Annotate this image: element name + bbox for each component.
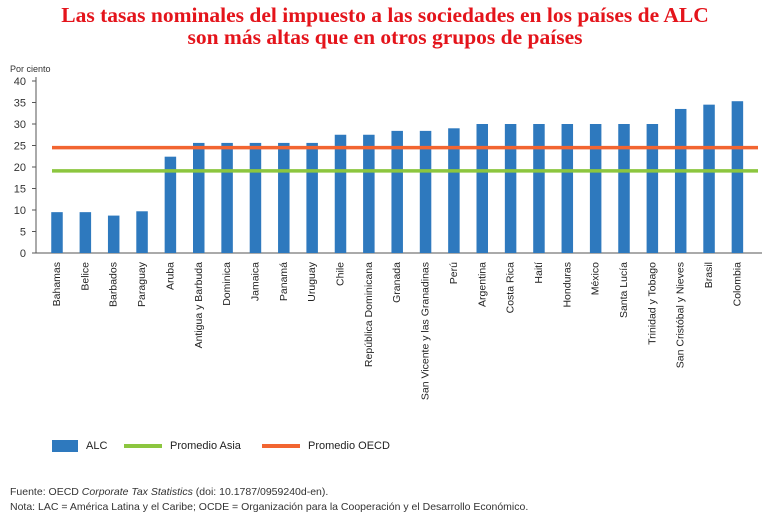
- bar-5: [193, 142, 205, 253]
- x-tick-label: Uruguay: [306, 261, 318, 301]
- y-axis-label: Por ciento: [10, 64, 51, 74]
- x-tick-label: Argentina: [476, 262, 488, 307]
- x-tick-label: Brasil: [703, 262, 715, 288]
- bar-15: [476, 124, 488, 253]
- x-tick-label: Bahamas: [51, 262, 63, 306]
- x-tick-label: Honduras: [561, 262, 573, 308]
- bar-1: [79, 212, 92, 253]
- y-tick-label: 25: [14, 141, 26, 153]
- bar-chart: Por ciento 0 5 10 15 20 25 30 35 40 Bahamas Belice B…: [10, 64, 762, 400]
- y-tick-label: 30: [14, 119, 26, 131]
- x-tick-label: Panamá: [278, 262, 290, 301]
- legend-swatch-asia: [124, 444, 162, 448]
- legend-label-alc: ALC: [86, 440, 108, 452]
- legend-item-asia: Promedio Asia: [124, 440, 241, 452]
- source-suffix: (doi: 10.1787/0959240d-en).: [192, 486, 329, 498]
- x-tick-label: Belice: [79, 262, 91, 291]
- x-tick-label: Haití: [533, 262, 545, 284]
- x-tick-label: México: [590, 262, 602, 295]
- x-tick-label: Paraguay: [136, 261, 148, 307]
- x-tick-label: San Vicente y las Granadinas: [420, 262, 432, 400]
- bar-14: [448, 128, 460, 253]
- x-tick-label: Jamaica: [249, 262, 261, 301]
- bar-11: [363, 134, 375, 253]
- y-tick-label: 5: [20, 227, 26, 239]
- y-tick-label: 40: [14, 76, 26, 88]
- y-tick-label: 20: [14, 162, 26, 174]
- bar-23: [703, 104, 715, 254]
- bar-20: [618, 124, 630, 253]
- bar-24: [731, 101, 744, 254]
- x-tick-label: Chile: [335, 262, 347, 286]
- y-tick-label: 15: [14, 184, 26, 196]
- bar-18: [561, 124, 574, 253]
- x-tick-label: Colombia: [731, 262, 743, 307]
- bar-8: [278, 142, 290, 253]
- bar-16: [504, 124, 517, 253]
- x-tick-label: Trinidad y Tobago: [646, 262, 658, 345]
- x-tick-label: Costa Rica: [505, 262, 517, 314]
- x-tick-label: Santa Lucía: [618, 262, 630, 318]
- y-tick-label: 35: [14, 98, 26, 110]
- source-line: Fuente: OECD Corporate Tax Statistics (d…: [10, 485, 528, 500]
- x-tick-label: República Dominicana: [363, 262, 375, 367]
- x-tick-label: Barbados: [108, 262, 120, 307]
- bar-17: [533, 124, 545, 253]
- legend-label-oecd: Promedio OECD: [308, 440, 390, 452]
- bar-10: [334, 134, 347, 253]
- y-tick-label: 0: [20, 248, 26, 260]
- note-line: Nota: LAC = América Latina y el Caribe; …: [10, 501, 529, 513]
- bar-0: [51, 212, 63, 253]
- x-tick-label: San Cristóbal y Nieves: [675, 262, 687, 368]
- x-tick-label: Antigua y Barbuda: [193, 262, 205, 349]
- chart-footer: Fuente: OECD Corporate Tax Statistics (d…: [10, 485, 528, 515]
- legend-item-alc: ALC: [52, 440, 107, 452]
- bar-2: [107, 215, 120, 253]
- chart-title: Las tasas nominales del impuesto a las s…: [0, 4, 770, 48]
- source-prefix: Fuente: OECD: [10, 486, 82, 498]
- chart-title-line-2: son más altas que en otros grupos de paí…: [187, 25, 583, 49]
- chart-title-line-1: Las tasas nominales del impuesto a las s…: [61, 3, 709, 27]
- bar-3: [136, 211, 148, 253]
- source-title: Corporate Tax Statistics: [81, 486, 193, 498]
- legend-label-asia: Promedio Asia: [170, 440, 241, 452]
- bar-12: [391, 130, 403, 253]
- bar-7: [249, 142, 262, 253]
- bar-22: [674, 108, 687, 253]
- legend-swatch-oecd: [262, 444, 300, 448]
- x-tick-label: Dominica: [221, 262, 233, 306]
- x-tick-label: Aruba: [164, 262, 176, 290]
- x-tick-label: Perú: [448, 262, 460, 284]
- bar-9: [306, 142, 318, 253]
- bar-13: [419, 130, 432, 253]
- bar-21: [646, 124, 659, 253]
- bar-4: [164, 156, 177, 253]
- bar-6: [221, 142, 233, 253]
- x-tick-label: Granada: [391, 262, 403, 303]
- legend-swatch-alc: [52, 440, 78, 452]
- legend-item-oecd: Promedio OECD: [262, 440, 390, 452]
- y-tick-label: 10: [14, 205, 26, 217]
- bar-19: [589, 124, 602, 253]
